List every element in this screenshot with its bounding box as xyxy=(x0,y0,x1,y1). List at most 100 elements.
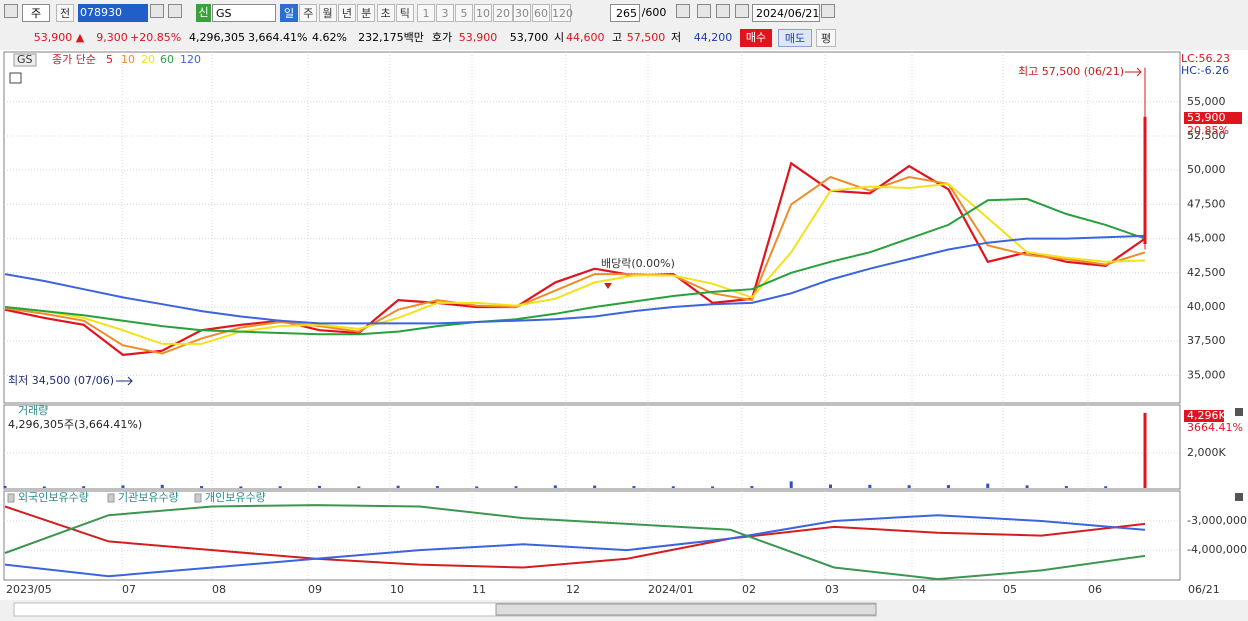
icon[interactable] xyxy=(4,4,18,18)
legend-entry: 외국인보유수량 xyxy=(18,491,89,504)
change: 9,300 xyxy=(96,31,128,44)
x-tick-label: 10 xyxy=(390,583,404,596)
volume-bar xyxy=(435,486,439,488)
panel-close[interactable] xyxy=(1235,408,1243,416)
legend-box xyxy=(13,53,37,67)
legend-name: GS xyxy=(17,53,33,66)
scroll-thumb[interactable] xyxy=(495,603,877,616)
volume-bar xyxy=(42,486,46,488)
label: 고 xyxy=(611,31,623,44)
y-tick-label: 40,000 xyxy=(1187,300,1226,313)
volume-bar xyxy=(986,483,990,488)
volume-bar xyxy=(632,486,636,488)
save-icon[interactable] xyxy=(716,4,730,18)
unit-button[interactable]: 틱 xyxy=(395,4,414,22)
unit-button[interactable]: 주 xyxy=(299,4,318,22)
label: 시 xyxy=(553,31,565,44)
volume-panel xyxy=(3,404,1181,490)
high: 57,500 xyxy=(626,31,666,44)
volume-bar xyxy=(789,481,793,488)
settings-icon[interactable] xyxy=(735,4,749,18)
x-tick-label: 2023/05 xyxy=(6,583,52,596)
amount: 232,175백만 xyxy=(358,31,424,44)
volume-bar xyxy=(868,484,872,488)
legend-marker xyxy=(107,493,115,503)
y-tick-label: 2,000K xyxy=(1187,446,1226,459)
y-tick-label: 42,500 xyxy=(1187,266,1226,279)
interval-button[interactable]: 1 xyxy=(417,4,435,22)
volume-bar xyxy=(357,486,361,488)
blank-select[interactable]: 265 xyxy=(610,4,640,22)
name-input[interactable]: GS xyxy=(212,4,276,22)
x-tick-label: 03 xyxy=(825,583,839,596)
panel-close[interactable] xyxy=(1235,493,1243,501)
y-tick-label: -4,000,000 xyxy=(1187,543,1247,556)
interval-button[interactable]: 5 xyxy=(455,4,473,22)
tool-icon[interactable] xyxy=(697,4,711,18)
legend-entry: 10 xyxy=(121,53,135,66)
hc-label: HC:-6.26 xyxy=(1181,64,1229,77)
interval-button[interactable]: 3 xyxy=(436,4,454,22)
volume-bar xyxy=(396,485,400,488)
x-tick-label: 05 xyxy=(1003,583,1017,596)
volume-bar xyxy=(160,484,164,488)
y-tick-label: 55,000 xyxy=(1187,95,1226,108)
x-tick-label: 06 xyxy=(1088,583,1102,596)
bid: 53,700 xyxy=(509,31,549,44)
unit-button[interactable]: 일 xyxy=(280,4,298,22)
volume-rate: 3,664.41% xyxy=(248,31,308,44)
volume: 4,296,305 xyxy=(189,31,245,44)
volume-bar xyxy=(829,484,833,488)
price: 53,900 ▲ xyxy=(33,31,85,44)
interval-button[interactable]: 30 xyxy=(513,4,531,22)
low: 44,200 xyxy=(693,31,733,44)
unit-button[interactable]: 년 xyxy=(337,4,356,22)
series-line xyxy=(4,505,1146,569)
code-input[interactable]: 078930 xyxy=(78,4,148,22)
interval-button[interactable]: 10 xyxy=(474,4,492,22)
label: 저 xyxy=(670,31,682,44)
date-input[interactable]: 2024/06/21 xyxy=(752,4,820,22)
y-tick-label: 37,500 xyxy=(1187,334,1226,347)
calendar-icon[interactable] xyxy=(821,4,835,18)
volume-bar xyxy=(553,485,557,488)
avg-button[interactable]: 평 xyxy=(816,29,836,47)
prev-button[interactable]: 전 xyxy=(56,4,74,22)
interval-button[interactable]: 120 xyxy=(551,4,573,22)
unit-button[interactable]: 초 xyxy=(376,4,395,22)
volume-title: 거래량 xyxy=(18,404,48,417)
volume-bar xyxy=(514,486,518,488)
sell-button[interactable]: 매도 xyxy=(778,29,812,47)
series-line xyxy=(4,234,1146,325)
x-tick-label: 11 xyxy=(472,583,486,596)
volume-bar xyxy=(907,485,911,488)
interval-button[interactable]: 60 xyxy=(532,4,550,22)
period-select[interactable]: 주 xyxy=(22,4,50,22)
volume-rate-label: 3664.41% xyxy=(1187,421,1243,434)
x-last-date: 06/21 xyxy=(1188,583,1220,596)
y-tick-label: 35,000 xyxy=(1187,368,1226,381)
buy-button[interactable]: 매수 xyxy=(740,29,772,47)
y-tick-label: -3,000,000 xyxy=(1187,514,1247,527)
tool-icon[interactable] xyxy=(676,4,690,18)
table-icon[interactable] xyxy=(9,72,22,84)
x-tick-label: 09 xyxy=(308,583,322,596)
new-badge[interactable]: 신 xyxy=(196,4,211,22)
unit-button[interactable]: 분 xyxy=(357,4,376,22)
x-tick-label: 04 xyxy=(912,583,926,596)
series-line xyxy=(4,504,1146,581)
interval-button[interactable]: 20 xyxy=(493,4,513,22)
volume-value-label: 4,296K xyxy=(1187,409,1226,422)
y-tick-label: 45,000 xyxy=(1187,232,1226,245)
unit-button[interactable]: 월 xyxy=(318,4,337,22)
series-line xyxy=(4,175,1146,355)
series-line xyxy=(4,197,1146,336)
legend-entry: 20 xyxy=(141,53,155,66)
high-arrow xyxy=(1125,67,1142,77)
x-tick-label: 02 xyxy=(742,583,756,596)
volume-bar xyxy=(317,485,321,488)
sound-icon[interactable] xyxy=(168,4,182,18)
legend-entry: 120 xyxy=(180,53,201,66)
search-icon[interactable] xyxy=(150,4,164,18)
